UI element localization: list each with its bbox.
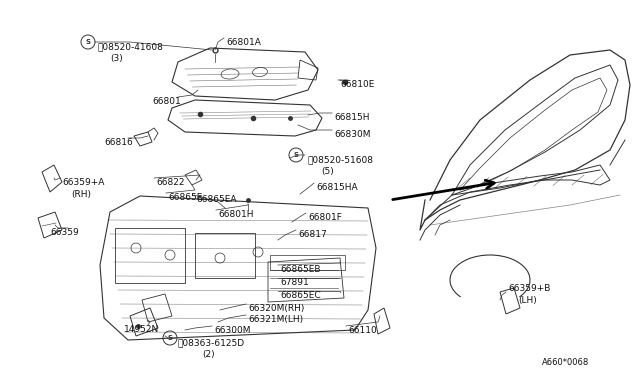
Text: 66359: 66359 [50, 228, 79, 237]
Text: 66810E: 66810E [340, 80, 374, 89]
Text: 66816: 66816 [104, 138, 132, 147]
Text: 66801: 66801 [152, 97, 180, 106]
Text: 66815HA: 66815HA [316, 183, 358, 192]
Text: 66801A: 66801A [226, 38, 261, 47]
Text: S: S [294, 152, 298, 158]
Text: (3): (3) [110, 54, 123, 63]
Text: (RH): (RH) [71, 190, 91, 199]
Text: 66817: 66817 [298, 230, 327, 239]
Text: 66830M: 66830M [334, 130, 371, 139]
Text: Ⓢ08520-51608: Ⓢ08520-51608 [308, 155, 374, 164]
Text: 66865EA: 66865EA [196, 195, 237, 204]
Bar [270, 255, 345, 270]
Text: 66822: 66822 [156, 178, 184, 187]
Bar [115, 228, 185, 283]
Text: 67891: 67891 [280, 278, 308, 287]
Text: S: S [168, 335, 173, 341]
Text: 66801H: 66801H [218, 210, 253, 219]
Text: (LH): (LH) [518, 296, 537, 305]
Text: 66815H: 66815H [334, 113, 369, 122]
Text: Ⓢ08363-6125D: Ⓢ08363-6125D [178, 338, 245, 347]
Text: A660*0068: A660*0068 [542, 358, 589, 367]
Bar [195, 233, 255, 278]
Text: 66801F: 66801F [308, 213, 342, 222]
Text: 14952N: 14952N [124, 325, 159, 334]
Text: 66320M(RH): 66320M(RH) [248, 304, 305, 313]
Text: 66865EB: 66865EB [280, 265, 321, 274]
Text: 66300M: 66300M [214, 326, 250, 335]
Text: (5): (5) [321, 167, 333, 176]
Text: 66359+B: 66359+B [508, 284, 550, 293]
Text: 66321M(LH): 66321M(LH) [248, 315, 303, 324]
Text: 66110: 66110 [348, 326, 377, 335]
Text: 66865EC: 66865EC [280, 291, 321, 300]
Text: S: S [86, 39, 90, 45]
Text: Ⓢ08520-41608: Ⓢ08520-41608 [97, 42, 163, 51]
Text: 66865E: 66865E [168, 193, 202, 202]
Text: 66359+A: 66359+A [62, 178, 104, 187]
Text: (2): (2) [202, 350, 214, 359]
